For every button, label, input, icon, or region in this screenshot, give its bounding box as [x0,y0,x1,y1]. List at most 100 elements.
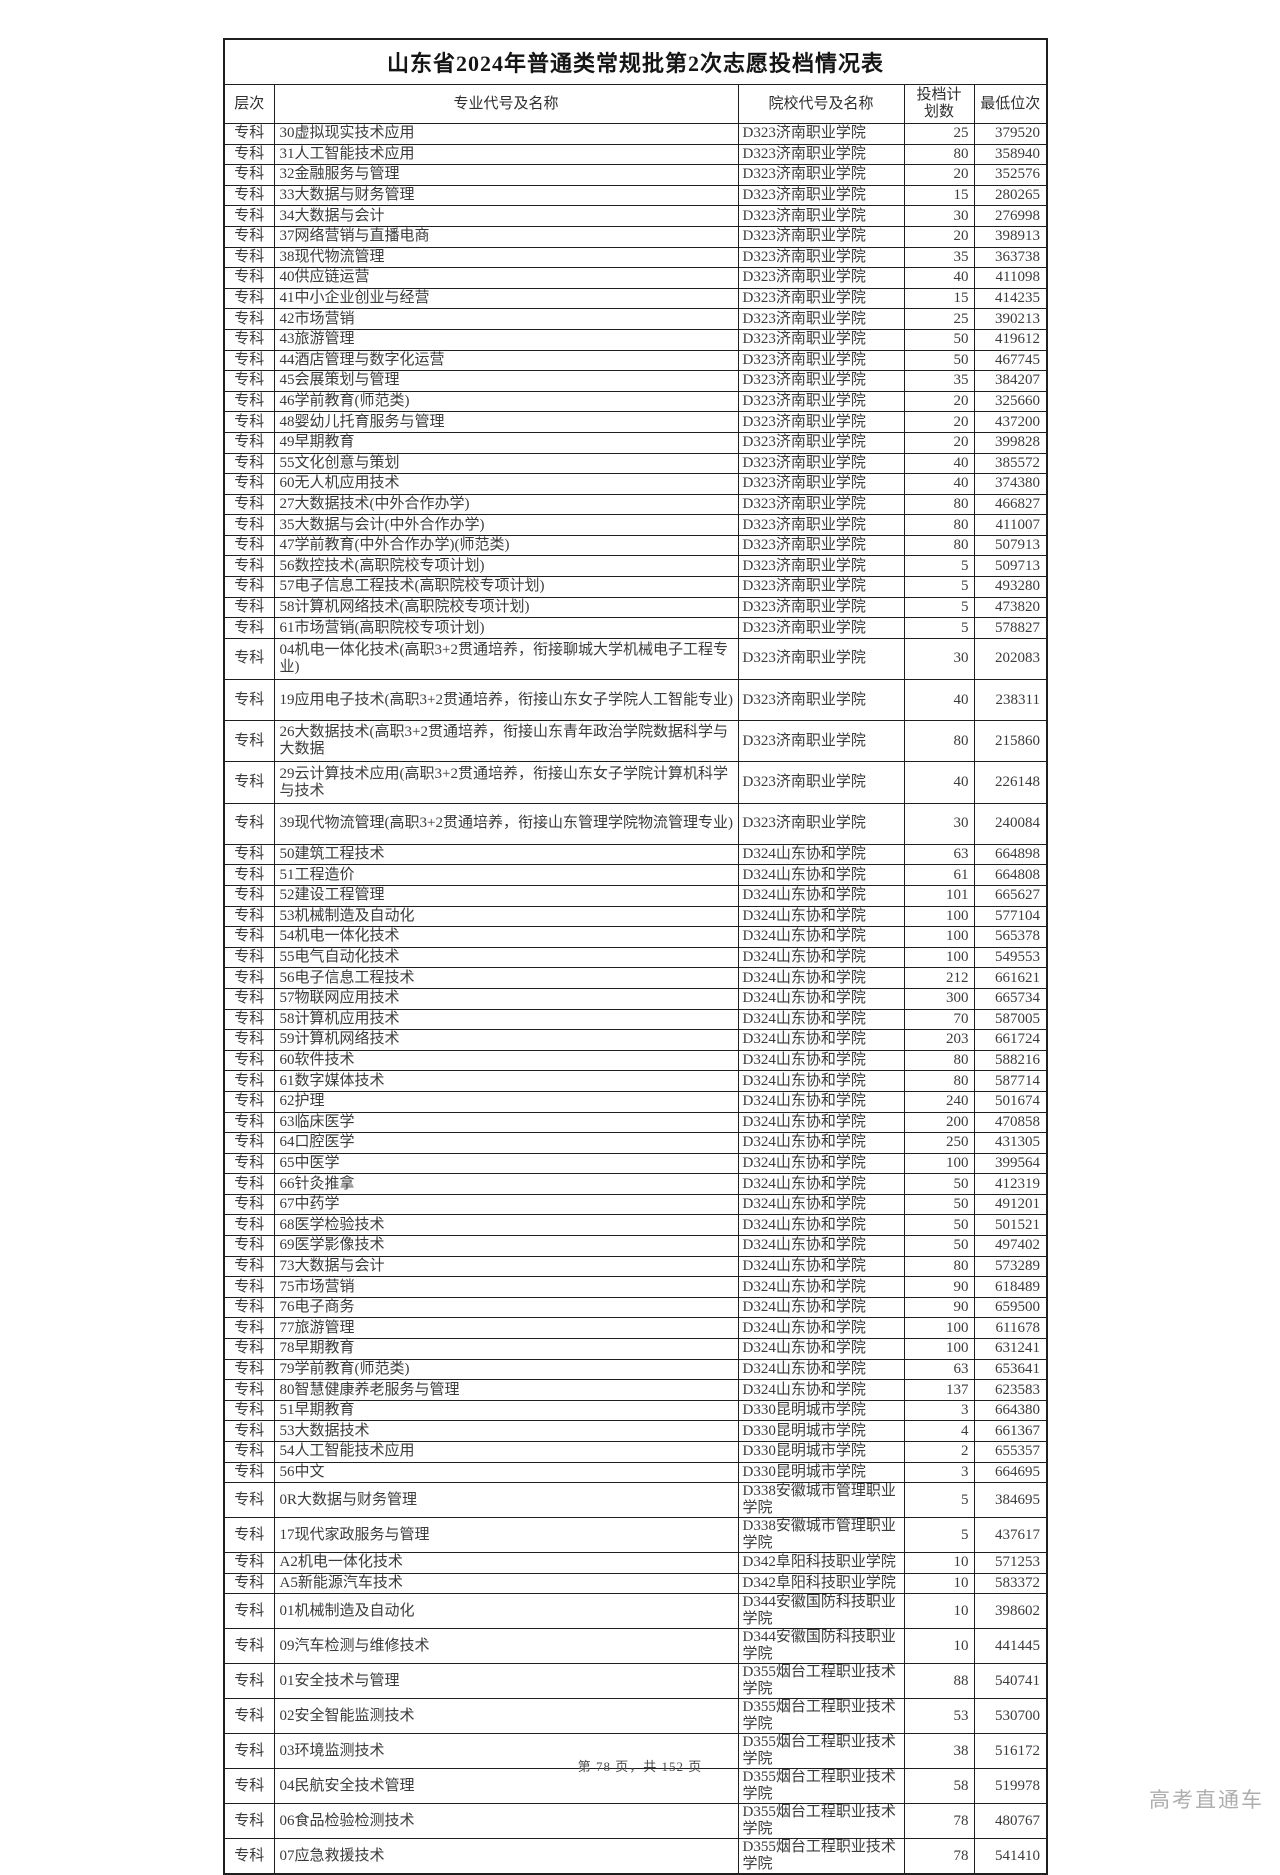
table-row: 专科 54机电一体化技术 D324山东协和学院 100 565378 [223,926,1048,948]
row-college: D323济南职业学院 [737,431,905,454]
col-header-major: 专业代号及名称 [273,84,739,124]
table-row: 专科 17现代家政服务与管理 D338安徽城市管理职业学院 5 437617 [223,1517,1048,1554]
row-level: 专科 [223,1338,275,1360]
row-college: D324山东协和学院 [737,967,905,989]
row-college: D324山东协和学院 [737,1029,905,1051]
row-plan: 100 [903,1338,975,1360]
table-row: 专科 79学前教育(师范类) D324山东协和学院 63 653641 [223,1358,1048,1381]
row-college: D324山东协和学院 [737,1317,905,1340]
row-college: D323济南职业学院 [737,246,905,269]
table-row: 专科 67中药学 D324山东协和学院 50 491201 [223,1193,1048,1216]
row-plan: 250 [903,1132,975,1154]
row-rank: 661621 [973,967,1048,989]
table-row: 专科 30虚拟现实技术应用 D323济南职业学院 25 379520 [223,123,1048,145]
row-major: 79学前教育(师范类) [273,1358,739,1381]
row-rank: 325660 [973,390,1048,413]
table-row: 专科 76电子商务 D324山东协和学院 90 659500 [223,1296,1048,1319]
row-plan: 35 [903,370,975,392]
row-rank: 549553 [973,946,1048,969]
row-level: 专科 [223,1358,275,1381]
row-rank: 467745 [973,349,1048,372]
row-level: 专科 [223,1090,275,1113]
table-row: 专科 45会展策划与管理 D323济南职业学院 35 384207 [223,370,1048,392]
row-level: 专科 [223,1461,275,1484]
row-major: 60软件技术 [273,1049,739,1072]
row-plan: 78 [903,1803,975,1840]
row-major: 62护理 [273,1090,739,1113]
row-level: 专科 [223,1214,275,1237]
row-major: 03环境监测技术 [273,1733,739,1770]
row-rank: 352576 [973,164,1048,186]
col-header-college: 院校代号及名称 [737,84,905,124]
row-major: 67中药学 [273,1193,739,1216]
row-rank: 379520 [973,123,1048,145]
table-row: 专科 35大数据与会计(中外合作办学) D323济南职业学院 80 411007 [223,514,1048,536]
row-plan: 300 [903,987,975,1010]
table-row: 专科 57电子信息工程技术(高职院校专项计划) D323济南职业学院 5 493… [223,576,1048,598]
row-rank: 437617 [973,1517,1048,1554]
row-college: D323济南职业学院 [737,514,905,536]
row-rank: 437200 [973,411,1048,433]
table-row: 专科 66针灸推拿 D324山东协和学院 50 412319 [223,1173,1048,1195]
row-plan: 80 [903,1255,975,1278]
row-college: D355烟台工程职业技术学院 [737,1803,905,1840]
row-level: 专科 [223,987,275,1010]
row-plan: 63 [903,1358,975,1381]
row-level: 专科 [223,287,275,310]
row-college: D338安徽城市管理职业学院 [737,1482,905,1519]
col-header-rank: 最低位次 [973,84,1048,124]
row-rank: 571253 [973,1552,1048,1574]
row-rank: 509713 [973,555,1048,578]
row-college: D323济南职业学院 [737,679,905,722]
row-rank: 661724 [973,1029,1048,1051]
row-rank: 419612 [973,328,1048,351]
col-header-plan-line1: 投档计 [916,87,962,103]
row-college: D330昆明城市学院 [737,1441,905,1463]
row-major: 75市场营销 [273,1276,739,1298]
row-level: 专科 [223,637,275,681]
table-row: 专科 27大数据技术(中外合作办学) D323济南职业学院 80 466827 [223,493,1048,516]
row-major: 77旅游管理 [273,1317,739,1340]
table-row: 专科 33大数据与财务管理 D323济南职业学院 15 280265 [223,184,1048,207]
row-plan: 5 [903,1517,975,1554]
row-rank: 583372 [973,1572,1048,1595]
col-header-plan: 投档计 划数 [903,84,975,124]
row-major: 56电子信息工程技术 [273,967,739,989]
row-college: D323济南职业学院 [737,267,905,289]
document-sheet: 山东省2024年普通类常规批第2次志愿投档情况表 层次 专业代号及名称 院校代号… [223,38,1048,1875]
row-plan: 40 [903,473,975,495]
row-plan: 30 [903,802,975,845]
row-level: 专科 [223,843,275,866]
row-rank: 665734 [973,987,1048,1010]
row-college: D324山东协和学院 [737,926,905,948]
row-college: D323济南职业学院 [737,617,905,639]
row-plan: 2 [903,1441,975,1463]
table-row: 专科 69医学影像技术 D324山东协和学院 50 497402 [223,1235,1048,1257]
row-major: 37网络营销与直播电商 [273,225,739,248]
table-row: 专科 26大数据技术(高职3+2贯通培养，衔接山东青年政治学院数据科学与大数据 … [223,720,1048,763]
row-major: 59计算机网络技术 [273,1029,739,1051]
row-rank: 588216 [973,1049,1048,1072]
row-major: 53大数据技术 [273,1420,739,1442]
row-level: 专科 [223,1296,275,1319]
row-level: 专科 [223,1193,275,1216]
row-rank: 399828 [973,431,1048,454]
row-plan: 10 [903,1593,975,1630]
row-level: 专科 [223,1441,275,1463]
row-college: D355烟台工程职业技术学院 [737,1768,905,1805]
row-plan: 10 [903,1572,975,1595]
row-major: 42市场营销 [273,308,739,330]
table-body: 专科 30虚拟现实技术应用 D323济南职业学院 25 379520 专科 31… [223,123,1048,1875]
row-rank: 384207 [973,370,1048,392]
row-rank: 573289 [973,1255,1048,1278]
row-major: 04机电一体化技术(高职3+2贯通培养，衔接聊城大学机械电子工程专业) [273,637,739,681]
header-row: 层次 专业代号及名称 院校代号及名称 投档计 划数 最低位次 [223,84,1048,124]
row-plan: 40 [903,761,975,804]
row-level: 专科 [223,1572,275,1595]
row-major: A5新能源汽车技术 [273,1572,739,1595]
table-row: 专科 56中文 D330昆明城市学院 3 664695 [223,1461,1048,1484]
row-level: 专科 [223,1173,275,1195]
table-row: 专科 A2机电一体化技术 D342阜阳科技职业学院 10 571253 [223,1552,1048,1574]
table-row: 专科 04机电一体化技术(高职3+2贯通培养，衔接聊城大学机械电子工程专业) D… [223,637,1048,681]
row-college: D324山东协和学院 [737,1338,905,1360]
